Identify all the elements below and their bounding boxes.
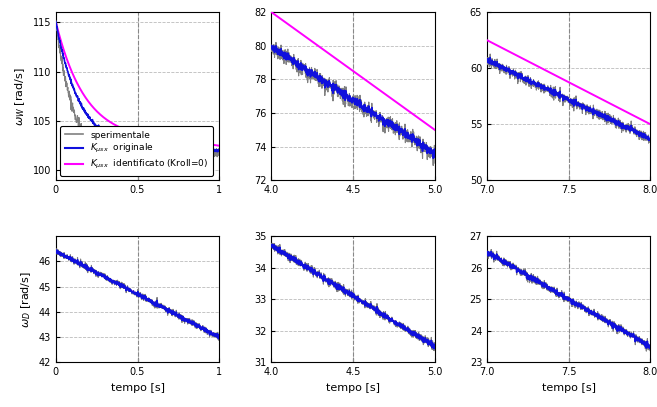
X-axis label: tempo [s]: tempo [s] (542, 383, 596, 393)
Y-axis label: $\omega_D$ [rad/s]: $\omega_D$ [rad/s] (19, 271, 33, 328)
Y-axis label: $\omega_W$ [rad/s]: $\omega_W$ [rad/s] (13, 67, 27, 126)
X-axis label: tempo [s]: tempo [s] (326, 383, 380, 393)
X-axis label: tempo [s]: tempo [s] (110, 383, 164, 393)
Legend: sperimentale, $K_{\mu sx}$  originale, $K_{\mu sx}$  identificato (Kroll=0): sperimentale, $K_{\mu sx}$ originale, $K… (60, 126, 213, 176)
